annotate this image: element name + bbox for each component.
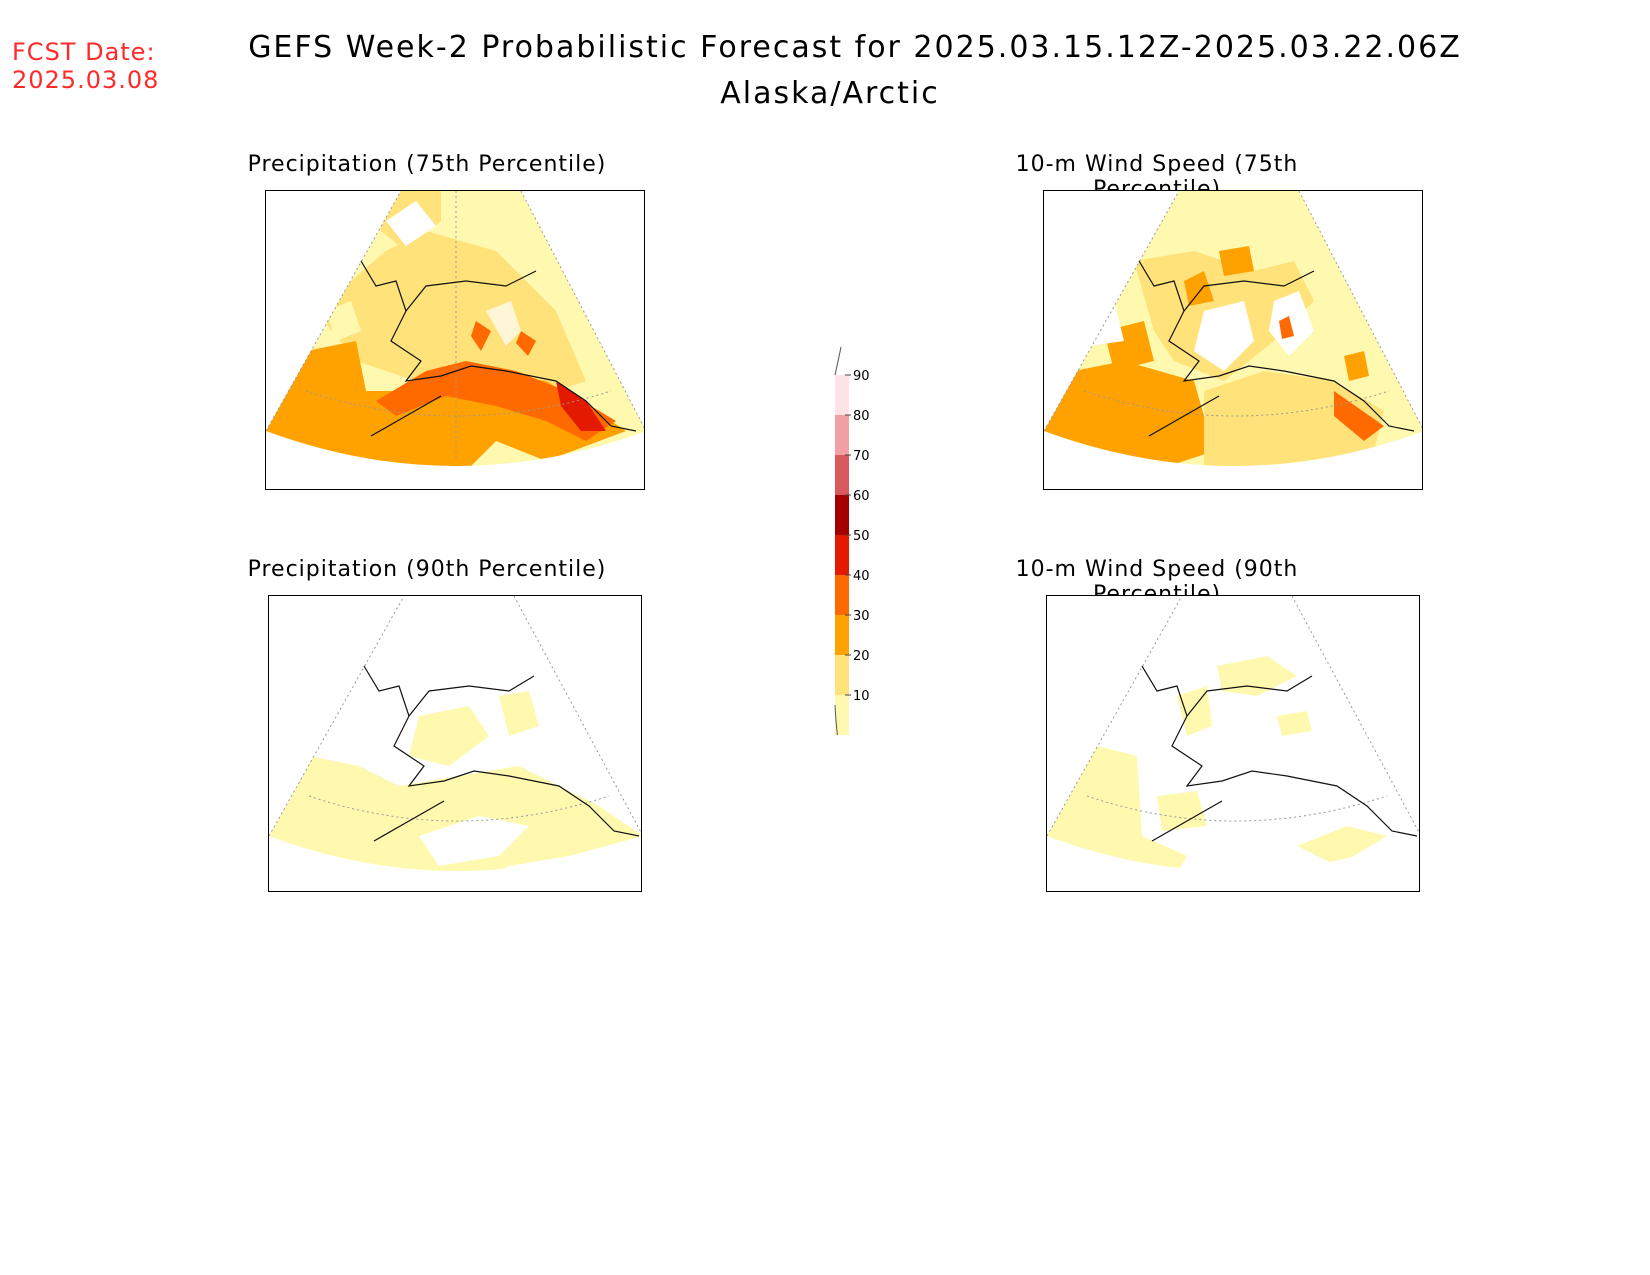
region-title: Alaska/Arctic bbox=[720, 76, 940, 111]
fcst-date: 2025.03.08 bbox=[12, 66, 160, 94]
map-precip-90 bbox=[268, 595, 642, 892]
panel-title-precip-90: Precipitation (90th Percentile) bbox=[247, 557, 607, 582]
colorbar-tick-label: 40 bbox=[853, 569, 870, 584]
colorbar-tick-label: 30 bbox=[853, 609, 870, 624]
map-precip-75 bbox=[265, 190, 645, 490]
colorbar-tick-label: 20 bbox=[853, 649, 870, 664]
colorbar-tick-label: 70 bbox=[853, 449, 870, 464]
colorbar-top-arrow bbox=[834, 346, 842, 376]
page-title: GEFS Week-2 Probabilistic Forecast for 2… bbox=[248, 30, 1462, 65]
colorbar-segment bbox=[835, 415, 849, 455]
colorbar-tick-label: 60 bbox=[853, 489, 870, 504]
panel-title-precip-75: Precipitation (75th Percentile) bbox=[247, 152, 607, 177]
colorbar-segment bbox=[835, 695, 849, 735]
forecast-date-label: FCST Date: 2025.03.08 bbox=[12, 38, 159, 94]
colorbar-segment bbox=[835, 535, 849, 575]
panel-title-wind-90: 10-m Wind Speed (90th Percentile) bbox=[1015, 557, 1299, 607]
colorbar-segment bbox=[835, 375, 849, 415]
colorbar-tick-label: 80 bbox=[853, 409, 870, 424]
colorbar-tick-label: 50 bbox=[853, 529, 870, 544]
colorbar-segment bbox=[835, 615, 849, 655]
colorbar-segment bbox=[835, 575, 849, 615]
colorbar: 10 20 30 40 50 60 70 80 90 bbox=[820, 335, 900, 764]
colorbar-segment bbox=[835, 655, 849, 695]
map-wind-75 bbox=[1043, 190, 1423, 490]
colorbar-segment bbox=[835, 455, 849, 495]
colorbar-tick-label: 90 bbox=[853, 369, 870, 384]
fcst-label: FCST Date: bbox=[12, 38, 156, 66]
colorbar-tick-label: 10 bbox=[853, 689, 870, 704]
colorbar-segment bbox=[835, 495, 849, 535]
map-wind-90 bbox=[1046, 595, 1420, 892]
